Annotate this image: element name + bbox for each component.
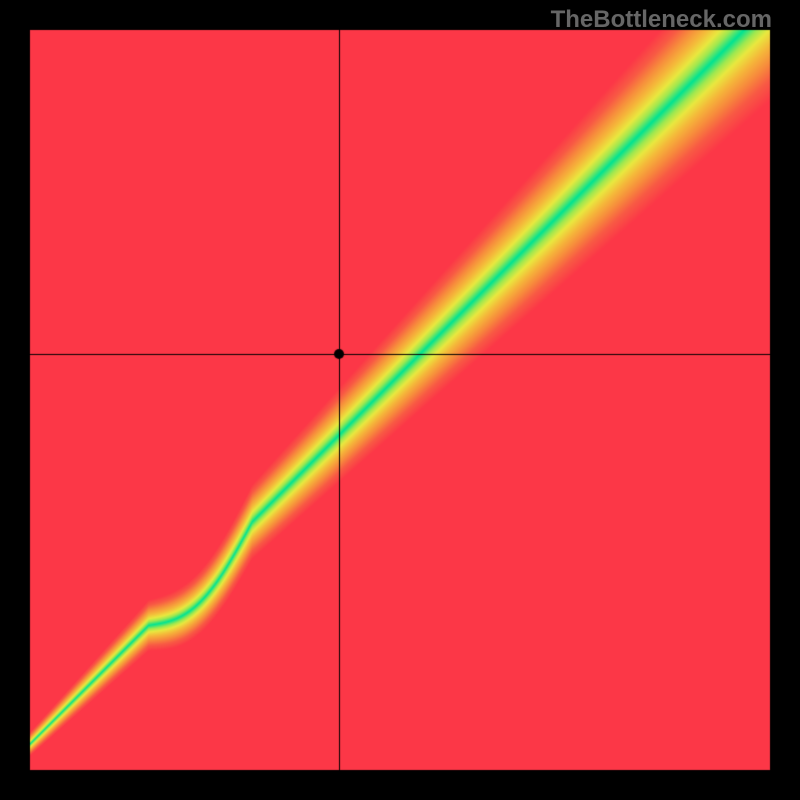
- heatmap-canvas: [0, 0, 800, 800]
- bottleneck-heatmap-chart: TheBottleneck.com: [0, 0, 800, 800]
- watermark-label: TheBottleneck.com: [551, 6, 772, 34]
